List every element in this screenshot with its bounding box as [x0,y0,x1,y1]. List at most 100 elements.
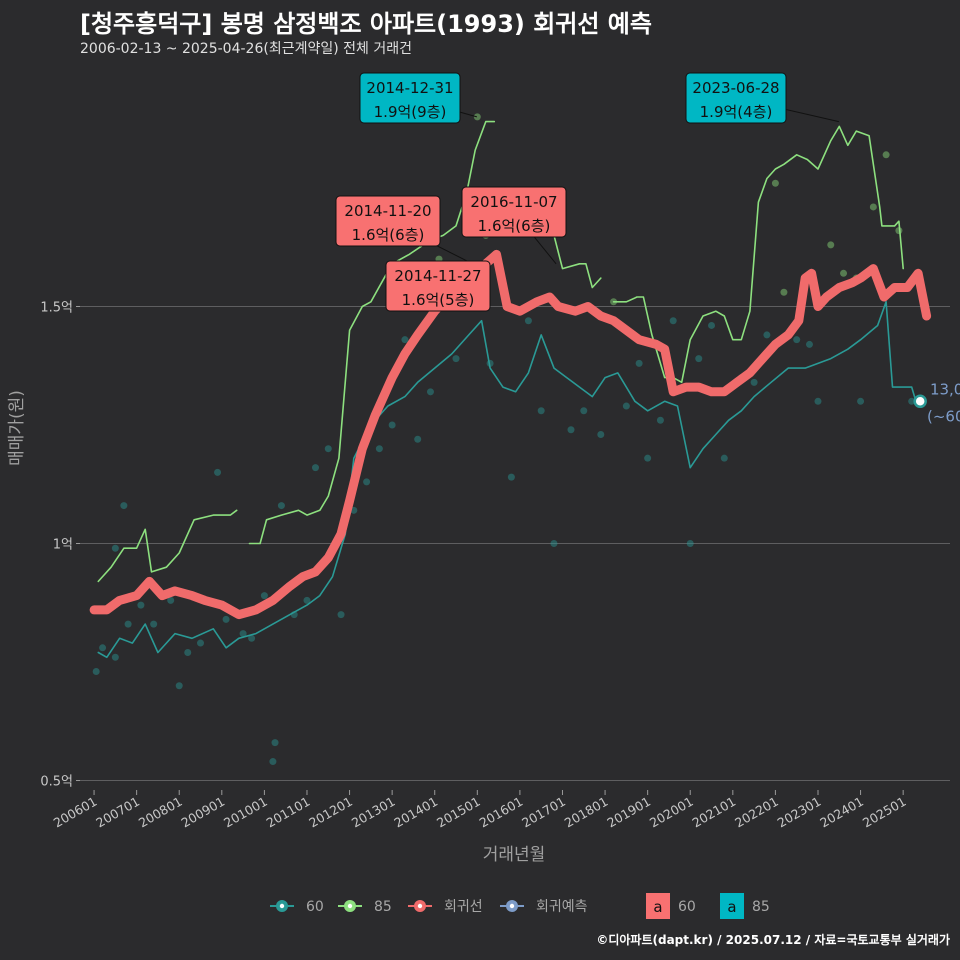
x-axis: 2006012007012008012009012010012011012012… [51,790,909,830]
legend-label: 85 [752,899,770,915]
y-tick-label: 0.5억 [40,775,73,790]
scatter-point [269,758,277,766]
scatter-point [669,317,677,325]
x-tick-label: 202101 [689,794,738,831]
legend-label: 60 [306,899,324,915]
x-tick-label: 201701 [519,794,568,831]
legend-label-swatch [646,893,670,919]
chart-title: [청주흥덕구] 봉명 삼정백조 아파트(1993) 회귀선 예측 [80,10,652,38]
x-tick-label: 201501 [434,794,483,831]
x-tick-label: 200801 [136,794,185,831]
scatter-point [271,739,279,747]
annotation-value: 1.9억(9층) [374,103,447,121]
legend-swatch-center [279,903,285,909]
legend-label-swatch [720,893,744,919]
scatter-point [452,355,460,363]
scatter-point [137,601,145,609]
scatter-point [686,540,694,548]
legend-label: 회귀선 [444,899,483,915]
scatter-point [695,355,703,363]
scatter-point [111,544,119,552]
scatter-point [248,634,256,642]
scatter-point [150,620,158,628]
scatter-point [908,397,916,405]
annotations: 2014-12-31 1.9억(9층) 2023-06-28 1.9억(4층) 2014… [335,72,839,312]
x-tick-label: 201101 [264,794,313,831]
annotation-value: 1.6억(5층) [402,291,475,309]
x-tick-label: 201901 [604,794,653,831]
legend-label-glyph: a [653,898,662,916]
prediction-area-label: (~60㎡) [927,407,960,425]
x-tick-label: 202001 [647,794,696,831]
scatter-point [771,179,779,187]
scatter-point [622,402,630,410]
legend-swatch-center [509,903,515,909]
prediction-point [913,394,927,409]
x-tick-label: 202401 [817,794,866,831]
legend: 60 85 회귀선 회귀예측 a 60 a 85 [270,893,770,919]
scatter-point [750,378,758,386]
legend-label-glyph: a [727,898,736,916]
legend-label: 85 [374,899,392,915]
scatter-point [303,596,311,604]
series-lines [89,120,932,659]
scatter-point [537,407,545,415]
scatter-point [656,416,664,424]
annotation-box [685,72,787,124]
scatter-point [401,336,409,344]
regression-line [89,249,932,620]
scatter-point [720,454,728,462]
scatter-point [567,426,575,434]
x-tick-label: 200901 [178,794,227,831]
annotation-date: 2014-11-27 [394,267,481,285]
annotation-date: 2014-11-20 [344,202,431,220]
scatter-point [524,317,532,325]
annotation-date: 2016-11-07 [470,193,557,211]
scatter-point [111,653,119,661]
y-tick-label: 1억 [53,538,73,553]
x-tick-label: 201801 [562,794,611,831]
scatter-point [222,615,230,623]
series-60-line [97,301,917,659]
annotation-box [385,260,491,312]
x-tick-label: 201601 [477,794,526,831]
footer-credit: ©디아파트(dapt.kr) / 2025.07.12 / 자료=국토교통부 실… [596,933,950,947]
x-tick-label: 202201 [732,794,781,831]
scatter-point [167,596,175,604]
scatter-point [324,445,332,453]
x-tick-label: 202301 [775,794,824,831]
annotation-box [359,72,461,124]
legend-swatch-center [417,903,423,909]
scatter-point [644,454,652,462]
scatter-point [92,667,100,675]
scatter-point [277,502,285,510]
annotation-value: 1.9억(4층) [700,103,773,121]
scatter-point [426,388,434,396]
chart-subtitle: 2006-02-13 ~ 2025-04-26(최근계약일) 전체 거래건 [80,41,412,57]
scatter-point [184,649,192,657]
scatter-point [780,288,788,296]
y-axis-title: 매매가(원) [7,390,27,466]
scatter-point [175,682,183,690]
x-tick-label: 201301 [349,794,398,831]
annotation-date: 2023-06-28 [692,79,779,97]
scatter-point [580,407,588,415]
scatter-point [635,359,643,367]
scatter-point [311,464,319,472]
legend-swatch-center [347,903,353,909]
scatter-point [882,151,890,159]
scatter-point [550,540,558,548]
scatter-point [124,620,132,628]
scatter-point [214,468,222,476]
scatter-point [388,421,396,429]
legend-label: 회귀예측 [536,899,588,915]
series-85-line [248,120,496,545]
scatter-point [99,644,107,652]
scatter-point [363,478,371,486]
scatter-point [414,435,422,443]
series-85-line [97,509,238,583]
x-tick-label: 201201 [306,794,355,831]
scatter-point [375,445,383,453]
scatter-point [857,397,865,405]
scatter-point [708,321,716,329]
